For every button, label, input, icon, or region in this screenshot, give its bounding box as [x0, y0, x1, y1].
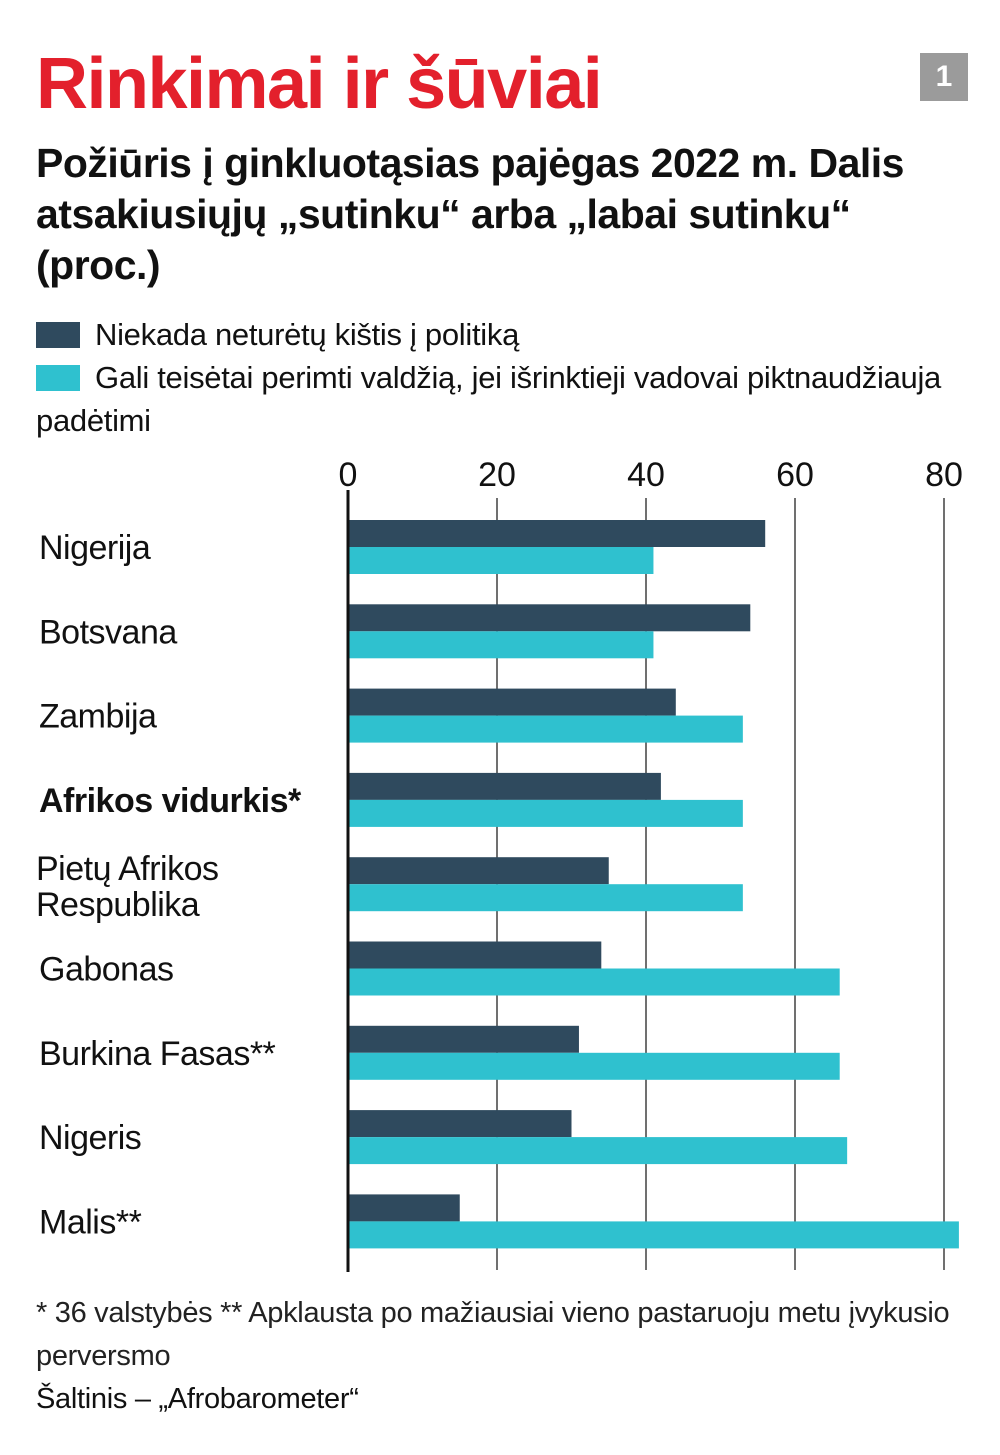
bar-series-1 [348, 688, 676, 716]
bar-series-2 [348, 799, 743, 827]
category-label: Nigerija [39, 529, 151, 567]
bar-series-1 [348, 1194, 460, 1222]
bar-series-1 [348, 941, 602, 969]
bar-series-2 [348, 1052, 840, 1080]
x-tick-label: 20 [478, 456, 516, 494]
category-label: Burkina Fasas** [39, 1035, 276, 1073]
category-label: Pietų Afrikos Respublika [36, 850, 218, 924]
bar-series-2 [348, 547, 654, 574]
category-label: Malis** [39, 1203, 142, 1241]
bar-series-2 [348, 1137, 848, 1165]
category-label: Botsvana [39, 613, 177, 651]
category-label: Gabonas [39, 951, 174, 989]
chart-title: Rinkimai ir šūviai [36, 44, 603, 124]
footnote: * 36 valstybės ** Apklausta po mažiausia… [36, 1297, 950, 1372]
bar-series-2 [348, 1221, 959, 1249]
x-tick-label: 60 [776, 456, 814, 494]
bar-chart: 0 20 40 60 80 Nigerija Botsvana Zambija Afrikos … [36, 456, 963, 1272]
category-label: Nigeris [39, 1119, 141, 1157]
bar-series-2 [348, 631, 654, 659]
bar-series-2 [348, 884, 743, 912]
category-label: Afrikos vidurkis* [39, 782, 302, 820]
x-tick-label: 40 [627, 456, 665, 494]
chart-subtitle: Požiūris į ginkluotąsias pajėgas 2022 m.… [36, 140, 904, 288]
bar-series-2 [348, 968, 840, 996]
bar-series-1 [348, 1110, 572, 1138]
bar-series-1 [348, 520, 766, 547]
legend-item-series-1: Niekada neturėtų kištis į politiką [36, 313, 966, 356]
bar-series-1 [348, 857, 609, 885]
legend-swatch-series-1 [36, 322, 80, 348]
bar-series-1 [348, 604, 751, 632]
x-tick-label: 80 [925, 456, 963, 494]
legend-swatch-series-2 [36, 365, 80, 391]
source-note: Šaltinis – „Afrobarometer“ [36, 1383, 359, 1415]
bar-series-1 [348, 1025, 579, 1053]
legend-label-series-2: Gali teisėtai perimti valdžią, jei išrin… [36, 360, 941, 438]
page-number-badge: 1 [920, 53, 968, 101]
legend-label-series-1: Niekada neturėtų kištis į politiką [95, 317, 520, 352]
bar-series-1 [348, 772, 661, 800]
legend: Niekada neturėtų kištis į politiką Gali … [36, 313, 966, 442]
category-label: Zambija [39, 698, 157, 736]
legend-item-series-2: Gali teisėtai perimti valdžią, jei išrin… [36, 356, 966, 442]
x-tick-label: 0 [339, 456, 358, 494]
bar-series-2 [348, 715, 743, 743]
